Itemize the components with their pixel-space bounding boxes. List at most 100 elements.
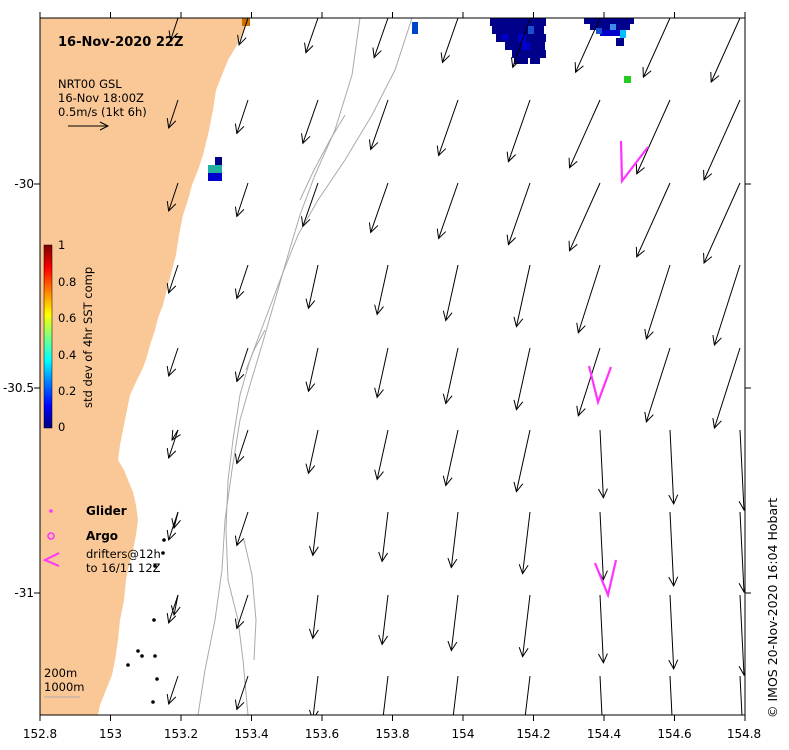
sst-pixel xyxy=(530,58,540,64)
glider-point xyxy=(140,654,144,658)
sst-pixel xyxy=(596,28,602,34)
glider-point xyxy=(152,618,156,622)
drifter-track xyxy=(619,140,649,185)
sst-pixel xyxy=(502,34,508,40)
sst-pixel xyxy=(492,26,544,34)
current-arrow xyxy=(513,429,531,493)
depth-legend: 200m 1000m xyxy=(44,666,84,698)
current-arrow xyxy=(513,347,531,411)
colorbar-gradient xyxy=(43,244,53,429)
current-arrow xyxy=(668,511,679,588)
current-arrow xyxy=(372,18,389,59)
x-tick-label: 153 xyxy=(99,727,122,741)
drifter-legend-marker xyxy=(42,552,60,567)
argo-legend-marker xyxy=(47,532,55,540)
current-arrow xyxy=(368,99,389,151)
current-arrow xyxy=(234,99,249,135)
current-arrow xyxy=(171,511,181,530)
product-line-3: 0.5m/s (1kt 6h) xyxy=(58,105,147,119)
sst-pixel xyxy=(610,24,616,30)
current-arrow xyxy=(234,347,249,383)
current-arrow xyxy=(170,594,181,617)
colorbar-label: std dev of 4hr SST comp xyxy=(81,267,95,408)
current-arrow xyxy=(442,347,459,405)
colorbar-tick: 0.8 xyxy=(58,275,76,289)
product-line-1: NRT00 GSL xyxy=(58,77,122,91)
x-tick-label: 154.8 xyxy=(727,727,761,741)
current-arrow xyxy=(738,429,745,512)
current-arrow xyxy=(599,675,603,715)
sst-pixel xyxy=(512,50,546,58)
current-arrow xyxy=(305,347,319,393)
x-tick-label: 154.4 xyxy=(587,727,621,741)
current-arrow xyxy=(374,264,389,316)
current-arrow xyxy=(574,18,601,74)
current-arrow xyxy=(712,264,741,347)
glider-legend-marker xyxy=(49,509,53,513)
current-arrow xyxy=(382,675,389,715)
x-tick-label: 152.8 xyxy=(23,727,57,741)
y-axis-labels: -30 -30.5 -31 xyxy=(3,177,34,600)
current-arrows xyxy=(166,18,745,715)
glider-point xyxy=(136,649,140,653)
current-arrow xyxy=(436,182,459,240)
current-arrow xyxy=(308,511,319,557)
current-arrow xyxy=(234,182,249,218)
sst-pixel xyxy=(514,58,528,64)
current-arrow xyxy=(237,18,249,46)
sst-pixel xyxy=(208,165,222,173)
drifter-tracks xyxy=(587,140,649,599)
current-arrow xyxy=(712,347,741,430)
current-arrow xyxy=(668,594,679,671)
colorbar-tick: 0.2 xyxy=(58,384,76,398)
glider-point xyxy=(155,677,159,681)
imos-credit: © IMOS 20-Nov-2020 16:04 Hobart xyxy=(765,498,780,718)
drifters-legend-label-2: to 16/11 12Z xyxy=(86,561,161,575)
drifters-legend-label-1: drifters@12h xyxy=(86,547,161,561)
current-arrow xyxy=(452,675,459,715)
sst-pixel xyxy=(215,157,222,165)
current-arrow xyxy=(166,347,179,378)
glider-point xyxy=(153,564,157,568)
current-arrow xyxy=(234,594,249,630)
product-line-2: 16-Nov 18:00Z xyxy=(58,91,144,105)
current-arrow xyxy=(374,347,389,399)
sst-pixel xyxy=(242,18,250,26)
depth-legend-200m: 200m xyxy=(44,666,77,680)
current-arrow xyxy=(166,675,179,706)
colorbar-tick: 1 xyxy=(58,238,65,252)
current-arrow xyxy=(598,429,608,499)
current-arrow xyxy=(668,429,679,506)
current-arrow xyxy=(447,511,459,569)
drifter-track xyxy=(587,365,613,406)
current-arrow xyxy=(166,182,179,213)
x-tick-label: 154 xyxy=(452,727,475,741)
glider-point xyxy=(153,654,157,658)
current-arrow xyxy=(442,429,459,487)
current-arrow xyxy=(436,99,459,157)
current-arrow xyxy=(234,264,249,300)
current-arrow xyxy=(506,99,531,163)
glider-point xyxy=(126,663,130,667)
current-arrow xyxy=(644,347,671,423)
current-arrow xyxy=(576,264,601,334)
current-arrow xyxy=(738,594,745,677)
current-arrow xyxy=(518,594,531,658)
sst-pixel xyxy=(522,42,530,50)
current-arrow xyxy=(440,18,459,64)
current-arrow xyxy=(703,99,741,182)
x-tick-label: 153.2 xyxy=(164,727,198,741)
platform-legend: Glider Argo drifters@12h to 16/11 12Z xyxy=(42,504,161,575)
sst-pixel xyxy=(620,30,626,38)
product-info: NRT00 GSL 16-Nov 18:00Z 0.5m/s (1kt 6h) xyxy=(58,77,147,131)
sst-pixel xyxy=(616,38,624,46)
bathymetry-1000m-contour xyxy=(197,18,361,715)
depth-legend-1000m: 1000m xyxy=(44,680,84,694)
current-arrow xyxy=(308,675,319,715)
map-title: 16-Nov-2020 22Z xyxy=(58,35,183,50)
current-arrow xyxy=(171,429,181,441)
x-tick-label: 154.2 xyxy=(516,727,550,741)
current-arrow xyxy=(305,264,319,310)
y-tick-label: -30.5 xyxy=(3,381,34,395)
